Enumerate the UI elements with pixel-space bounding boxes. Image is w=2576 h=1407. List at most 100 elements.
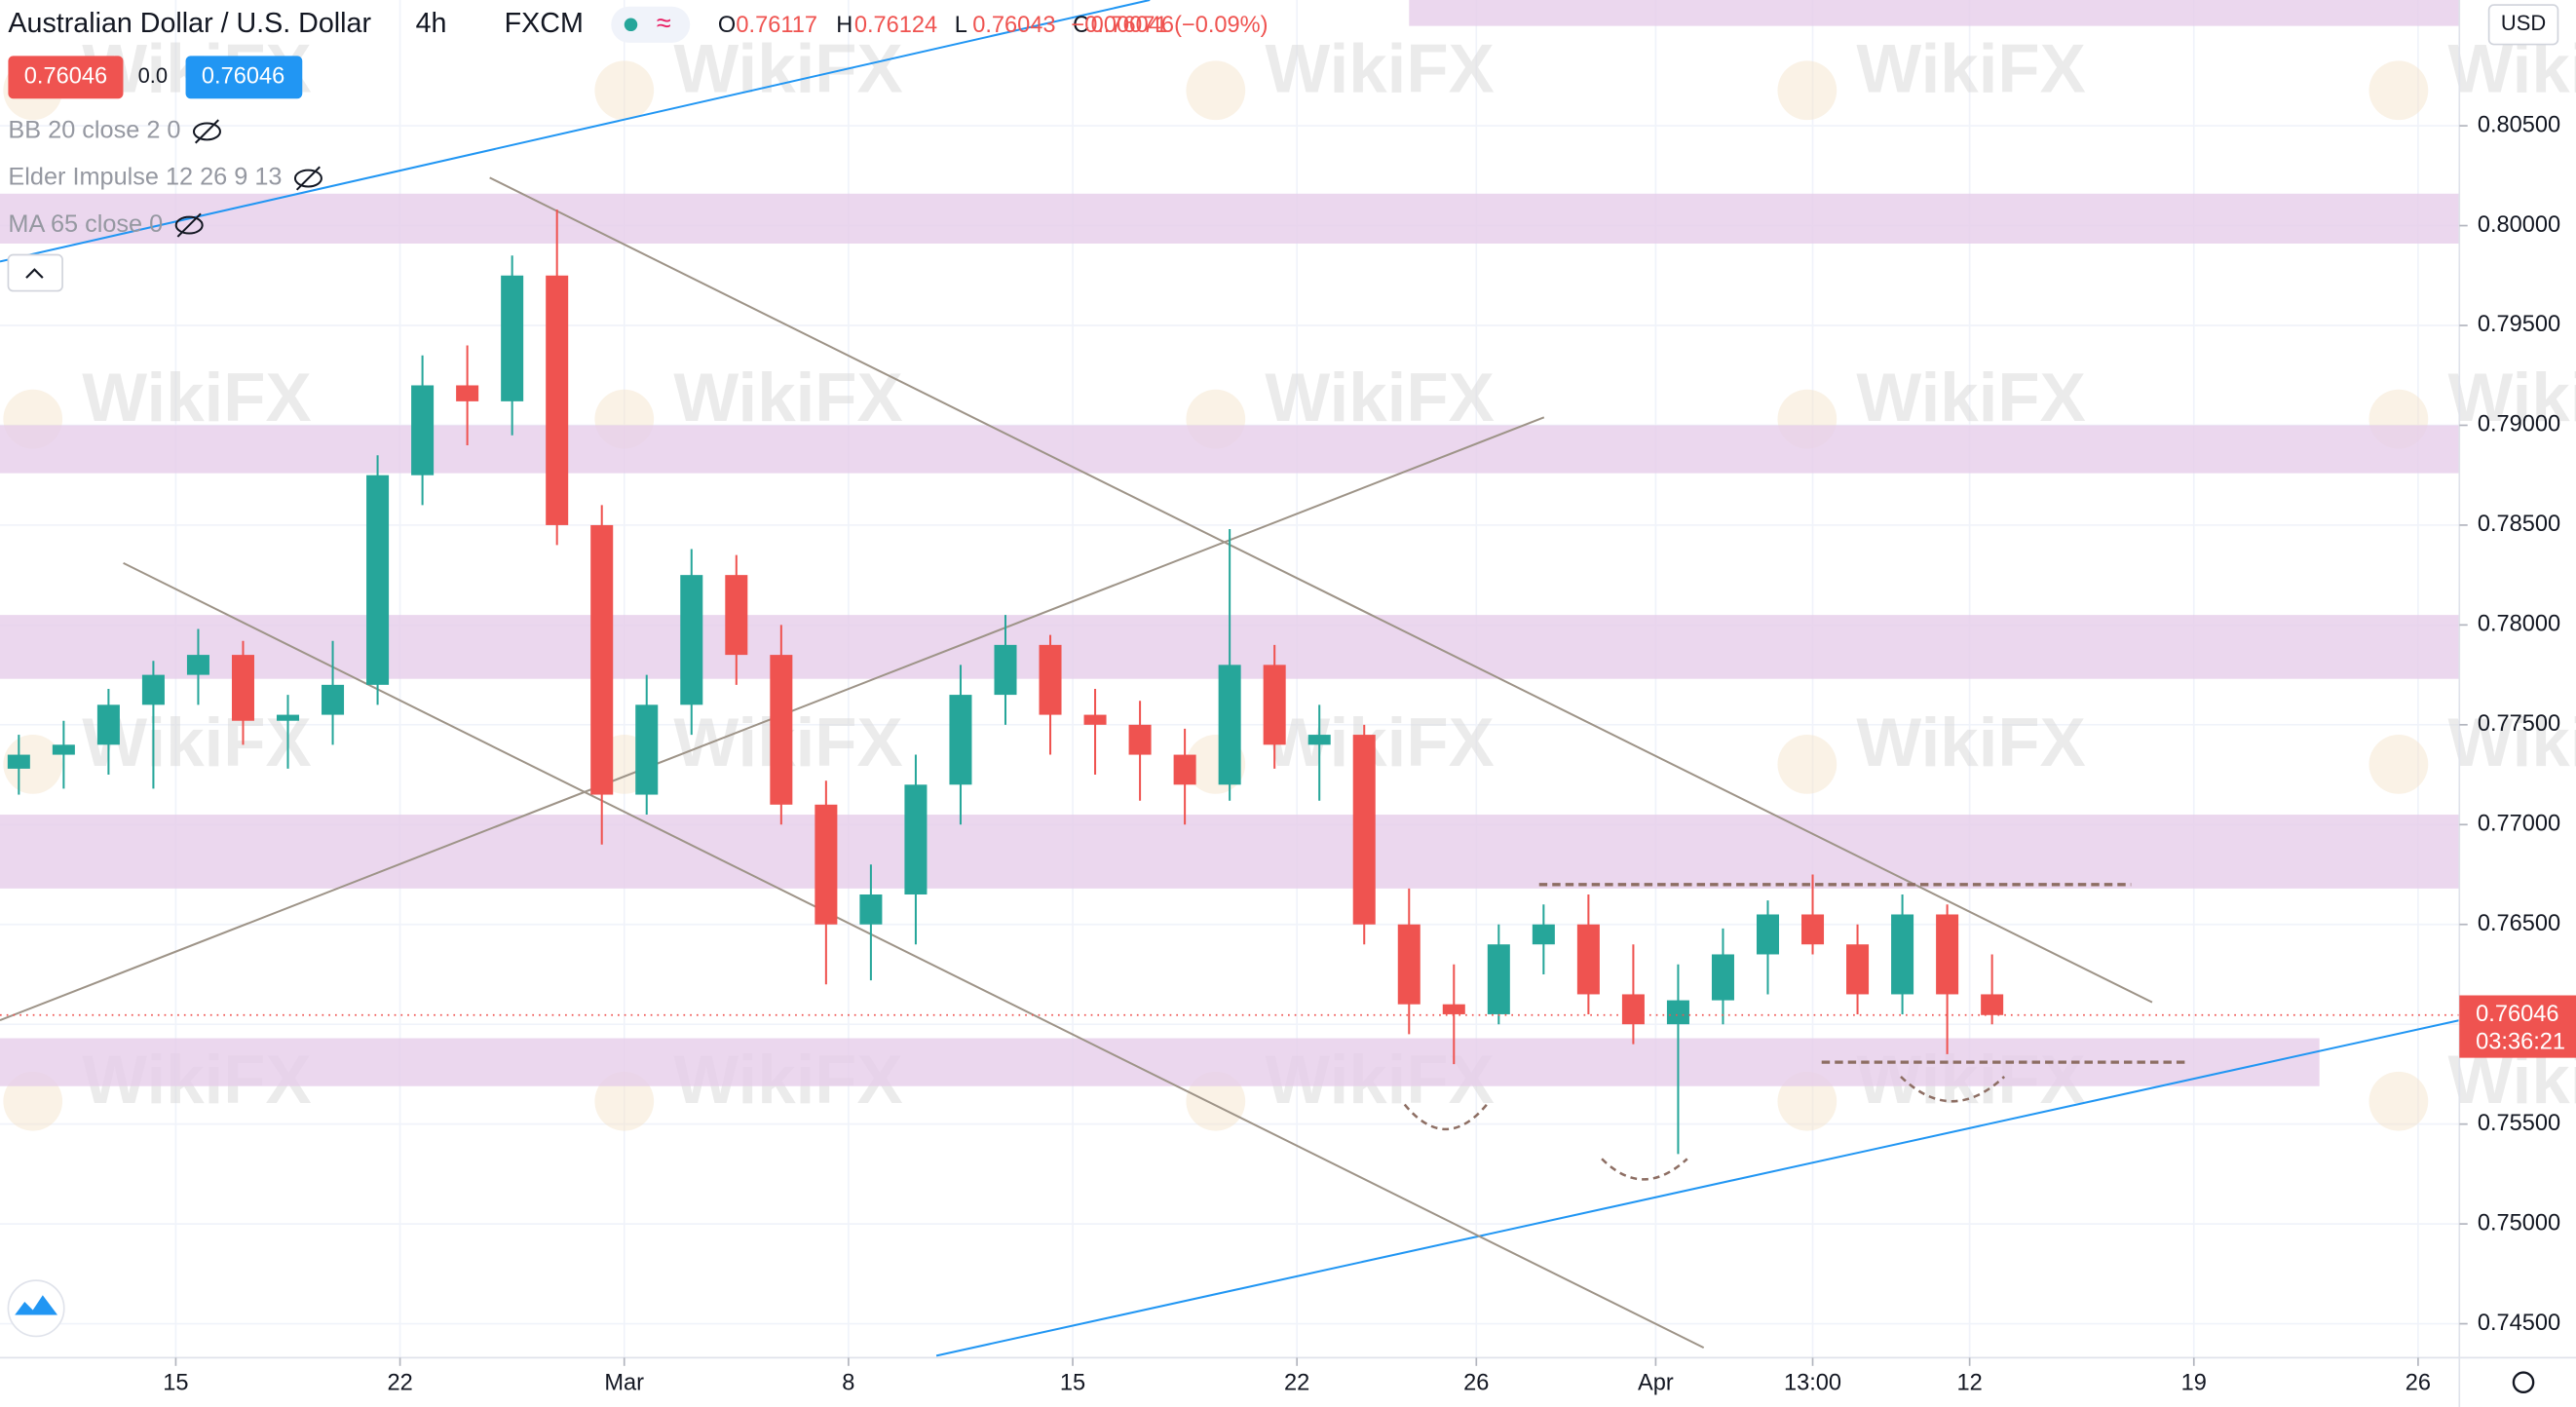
watermark-icon: [2368, 60, 2429, 121]
y-tick-label: 0.76500: [2478, 911, 2560, 936]
candle-body: [322, 684, 345, 715]
candle-body: [456, 385, 479, 401]
y-tick-label: 0.75000: [2478, 1210, 2560, 1236]
visibility-icon[interactable]: [192, 122, 221, 141]
y-tick-label: 0.75500: [2478, 1111, 2560, 1136]
candle-body: [277, 714, 300, 721]
ohlc: O 0.76117 H 0.76124 L 0.76043 C 0.76046: [718, 13, 1174, 38]
watermark: WikiFX: [1265, 31, 1494, 108]
candle-body: [904, 784, 928, 894]
x-tick-label: 8: [842, 1371, 854, 1396]
candle-body: [7, 754, 30, 769]
collapse-icon: [25, 268, 44, 279]
watermark: WikiFX: [2447, 704, 2576, 781]
visibility-icon[interactable]: [174, 215, 204, 235]
x-tick-label: 19: [2181, 1371, 2207, 1396]
x-tick-label: 22: [387, 1371, 412, 1396]
ohlc-value: 0.76117: [736, 13, 817, 38]
candle-body: [1487, 944, 1510, 1014]
y-tick-label: 0.77000: [2478, 812, 2560, 837]
candle-body: [1666, 1000, 1689, 1025]
watermark: WikiFX: [2447, 360, 2576, 437]
settings[interactable]: [2512, 1371, 2535, 1393]
candle-body: [1263, 665, 1286, 745]
ohlc-value: 0.76046: [1091, 13, 1174, 38]
candle-body: [141, 674, 165, 705]
ohlc-key: L: [955, 13, 967, 38]
watermark-icon: [1186, 1071, 1246, 1131]
status-badge[interactable]: [611, 6, 691, 43]
visibility-icon[interactable]: [293, 169, 322, 188]
buy-button[interactable]: [185, 56, 303, 99]
candle-body: [949, 695, 972, 785]
sell-price[interactable]: 0.76046: [24, 64, 107, 90]
watermark: WikiFX: [1265, 360, 1494, 437]
candle-body: [1083, 714, 1107, 725]
trendline: [489, 176, 2153, 1004]
candle-body: [231, 655, 254, 721]
y-tick-label: 0.77500: [2478, 711, 2560, 737]
y-tick-label: 0.78500: [2478, 512, 2560, 537]
currency[interactable]: USD: [2501, 11, 2546, 35]
watermark: WikiFX: [1265, 704, 1494, 781]
axes: 0.745000.750000.755000.760000.765000.770…: [163, 112, 2576, 1396]
symbol: Australian Dollar / U.S. Dollar: [8, 8, 371, 39]
zone: [1409, 0, 2460, 26]
ohlc-key: C: [1073, 13, 1089, 38]
ohlc-key: H: [836, 13, 852, 38]
delay-icon: ≈: [657, 8, 671, 37]
watermark-icon: [594, 60, 655, 121]
pattern-arcs: [1403, 1076, 2006, 1181]
candle-body: [1039, 644, 1062, 715]
sell-button[interactable]: [8, 56, 124, 99]
visibility-slash: [295, 166, 321, 191]
candle-body: [1621, 994, 1645, 1025]
last-price-label: 0.76046: [2476, 1002, 2558, 1027]
watermark-icon: [2368, 735, 2429, 794]
candle-body: [725, 575, 748, 656]
y-tick-label: 0.79500: [2478, 312, 2560, 337]
x-tick-label: 26: [1463, 1371, 1489, 1396]
candle-body: [1352, 735, 1376, 925]
candle-body: [411, 385, 435, 475]
y-tick-label: 0.78000: [2478, 612, 2560, 637]
watermark-icon: [1777, 1071, 1837, 1131]
watermark-icon: [1777, 735, 1837, 794]
spread: 0.0: [138, 63, 168, 88]
indicator-label: MA 65 close 0: [8, 210, 163, 238]
trendline: [935, 1019, 2460, 1357]
watermark-icon: [2368, 1071, 2429, 1131]
candle-body: [1532, 924, 1555, 945]
candle-body: [1397, 924, 1421, 1005]
indicators: BB 20 close 2 0 Elder Impulse 12 26 9 13 M…: [8, 117, 322, 238]
ohlc-value: 0.76124: [854, 13, 937, 38]
zone: [0, 425, 2460, 474]
x-tick-label: 26: [2406, 1371, 2431, 1396]
y-tick-label: 0.79000: [2478, 412, 2560, 437]
zone: [0, 193, 2460, 244]
indicator-label: Elder Impulse 12 26 9 13: [8, 164, 282, 191]
visibility-slash: [176, 212, 202, 238]
watermark: WikiFX: [1856, 360, 2085, 437]
watermark: WikiFX: [673, 31, 902, 108]
currency-box[interactable]: [2487, 4, 2559, 46]
watermark-icon: [594, 1071, 655, 1131]
candles: [7, 209, 2004, 1155]
buy-price[interactable]: 0.76046: [202, 64, 284, 90]
candle-body: [1936, 914, 1959, 995]
candle-body: [680, 575, 703, 705]
candle-body: [52, 744, 75, 755]
collapse-button[interactable]: [7, 253, 63, 292]
watermark: WikiFX: [82, 360, 311, 437]
zone: [0, 815, 2460, 889]
watermark: WikiFX: [82, 704, 311, 781]
candle-body: [366, 475, 390, 685]
candle-body: [635, 704, 659, 795]
exchange: FXCM: [505, 8, 584, 39]
x-tick-label: Mar: [604, 1371, 644, 1396]
candle-body: [814, 804, 838, 925]
x-tick-label: 22: [1284, 1371, 1309, 1396]
candle-body: [1128, 724, 1152, 755]
candle-body: [1218, 665, 1241, 785]
arc: [1403, 1103, 1489, 1130]
